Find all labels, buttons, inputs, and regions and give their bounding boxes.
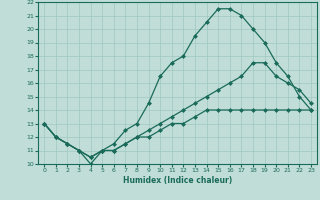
X-axis label: Humidex (Indice chaleur): Humidex (Indice chaleur) (123, 176, 232, 185)
